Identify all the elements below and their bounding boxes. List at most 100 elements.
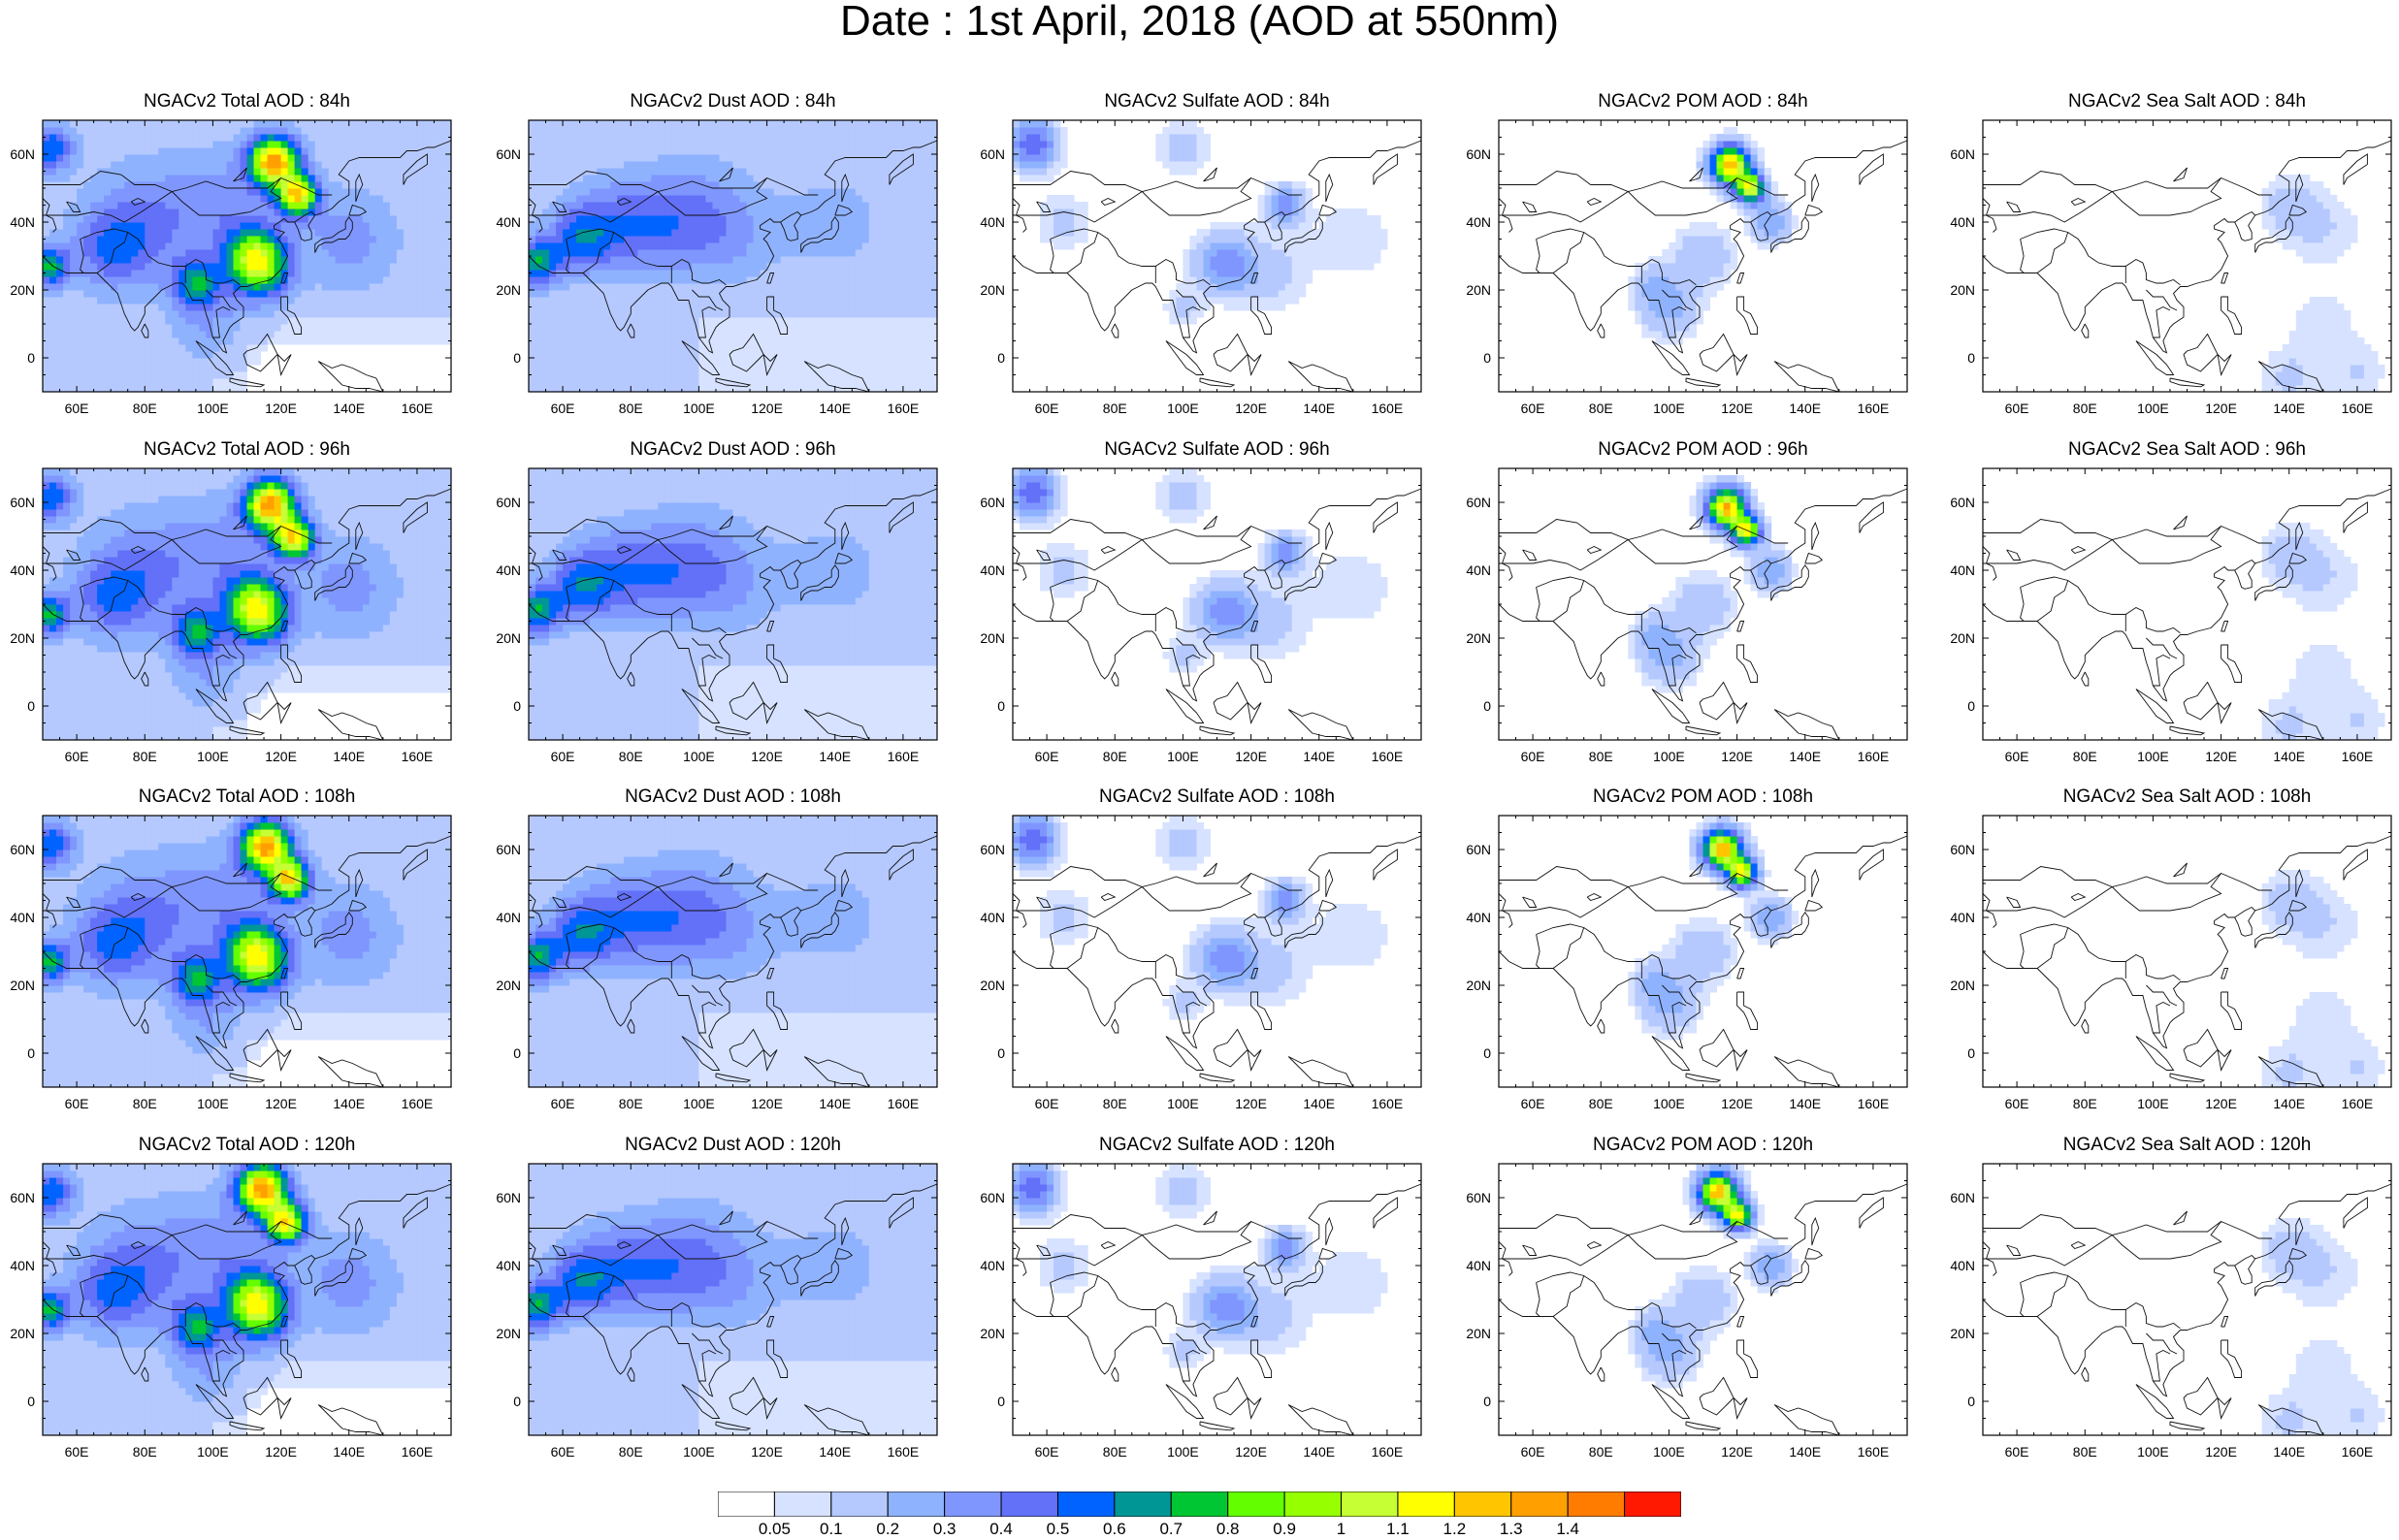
lon-tick-label: 140E (819, 749, 851, 764)
lon-tick-label: 100E (683, 1096, 715, 1111)
panel-title: NGACv2 Sea Salt AOD : 108h (2042, 786, 2333, 808)
map-plot: 60E 80E 100E 120E 140E 160E 0 20N 40N 60N (10, 1163, 452, 1460)
lat-tick-label: 60N (496, 495, 521, 510)
lat-tick-label: 20N (980, 978, 1005, 993)
colorbar-label: 0.9 (1273, 1520, 1296, 1539)
aod-field (1628, 475, 1799, 693)
lon-tick-label: 80E (133, 749, 157, 764)
lon-tick-label: 120E (1235, 1096, 1267, 1111)
lon-tick-label: 80E (619, 749, 643, 764)
lat-tick-label: 40N (1466, 910, 1491, 925)
coastlines (528, 488, 938, 741)
colorbar-swatch (1453, 1492, 1512, 1517)
axis-ticks (1498, 467, 1908, 741)
axis-ticks (1012, 119, 1422, 393)
lon-tick-label: 60E (2005, 1444, 2029, 1460)
lon-tick-label: 60E (1521, 1096, 1545, 1111)
aod-field (1628, 1164, 1799, 1389)
map-panel-sulfate-108h: 60E 80E 100E 120E 140E 160E 0 20N 40N 60N (980, 815, 1422, 1111)
lon-tick-label: 100E (683, 401, 715, 416)
coastlines (42, 140, 452, 393)
lon-tick-label: 120E (1235, 749, 1267, 764)
lat-tick-label: 60N (1950, 146, 1975, 162)
map-plot: 60E 80E 100E 120E 140E 160E 0 20N 40N 60N (980, 467, 1422, 764)
lon-tick-label: 160E (2342, 749, 2374, 764)
lat-tick-label: 0 (997, 1045, 1005, 1061)
lon-tick-label: 160E (1372, 1096, 1404, 1111)
map-panel-dust-108h: 60E 80E 100E 120E 140E 160E 0 20N 40N 60N (496, 815, 938, 1111)
lon-tick-label: 80E (2073, 1444, 2097, 1460)
panel-title: NGACv2 Sulfate AOD : 108h (1072, 786, 1363, 808)
lat-tick-label: 40N (10, 1258, 35, 1273)
lon-tick-label: 140E (1789, 401, 1821, 416)
lat-tick-label: 20N (10, 978, 35, 993)
colorbar-swatch (830, 1492, 889, 1517)
axis-ticks (1982, 467, 2392, 741)
lon-tick-label: 80E (1589, 749, 1613, 764)
lon-tick-label: 120E (751, 401, 783, 416)
colorbar-label: 0.3 (933, 1520, 956, 1539)
lon-tick-label: 120E (265, 1096, 297, 1111)
lat-tick-label: 20N (1466, 978, 1491, 993)
lon-tick-label: 140E (2273, 749, 2305, 764)
colorbar-swatch (773, 1492, 832, 1517)
lon-tick-label: 160E (1372, 1444, 1404, 1460)
lon-tick-label: 80E (1589, 401, 1613, 416)
map-plot: 60E 80E 100E 120E 140E 160E 0 20N 40N 60N (1950, 815, 2392, 1111)
lon-tick-label: 80E (133, 401, 157, 416)
lon-tick-label: 140E (819, 401, 851, 416)
lon-tick-label: 100E (1653, 749, 1685, 764)
coastlines (1982, 488, 2392, 741)
lon-tick-label: 80E (133, 1444, 157, 1460)
lon-tick-label: 140E (1789, 1096, 1821, 1111)
lat-tick-label: 60N (1466, 842, 1491, 857)
lon-tick-label: 140E (2273, 1444, 2305, 1460)
lat-tick-label: 0 (1967, 1045, 1975, 1061)
aod-field (529, 468, 938, 741)
colorbar-label: 1.3 (1500, 1520, 1523, 1539)
lat-tick-label: 60N (496, 146, 521, 162)
lat-tick-label: 0 (27, 1394, 35, 1409)
lon-tick-label: 120E (265, 749, 297, 764)
lat-tick-label: 40N (496, 214, 521, 230)
lon-tick-label: 100E (2137, 1096, 2169, 1111)
lon-tick-label: 140E (1303, 401, 1335, 416)
lat-tick-label: 40N (1950, 910, 1975, 925)
panel-title: NGACv2 Dust AOD : 120h (588, 1135, 879, 1156)
map-panel-total-96h: 60E 80E 100E 120E 140E 160E 0 20N 40N 60N (10, 467, 452, 764)
colorbar-label: 0.8 (1216, 1520, 1240, 1539)
lon-tick-label: 140E (819, 1444, 851, 1460)
aod-field (1013, 468, 1388, 673)
lat-tick-label: 0 (1967, 350, 1975, 366)
map-panel-seasalt-84h: 60E 80E 100E 120E 140E 160E 0 20N 40N 60N (1950, 119, 2392, 416)
lat-tick-label: 20N (1950, 1326, 1975, 1341)
lat-tick-label: 0 (27, 1045, 35, 1061)
lon-tick-label: 120E (751, 749, 783, 764)
lon-tick-label: 160E (2342, 401, 2374, 416)
lon-tick-label: 80E (2073, 1096, 2097, 1111)
map-panel-total-120h: 60E 80E 100E 120E 140E 160E 0 20N 40N 60N (10, 1163, 452, 1460)
lon-tick-label: 80E (1589, 1444, 1613, 1460)
lon-tick-label: 120E (2205, 1096, 2237, 1111)
lat-tick-label: 60N (496, 1190, 521, 1205)
lon-tick-label: 140E (1303, 1096, 1335, 1111)
lat-tick-label: 20N (10, 1326, 35, 1341)
lon-tick-label: 140E (2273, 1096, 2305, 1111)
map-plot: 60E 80E 100E 120E 140E 160E 0 20N 40N 60N (10, 119, 452, 416)
aod-field (43, 816, 452, 1088)
axis-ticks (1982, 1163, 2392, 1436)
lon-tick-label: 140E (333, 749, 365, 764)
axis-ticks (42, 119, 452, 393)
lat-tick-label: 20N (1466, 1326, 1491, 1341)
coastlines (42, 1183, 452, 1436)
lat-tick-label: 20N (10, 282, 35, 298)
lon-tick-label: 160E (888, 749, 920, 764)
coastlines (1982, 1183, 2392, 1436)
lon-tick-label: 100E (2137, 1444, 2169, 1460)
axis-ticks (1982, 119, 2392, 393)
map-panel-seasalt-120h: 60E 80E 100E 120E 140E 160E 0 20N 40N 60N (1950, 1163, 2392, 1460)
lon-tick-label: 60E (65, 401, 89, 416)
lon-tick-label: 160E (1858, 401, 1890, 416)
lat-tick-label: 0 (1967, 1394, 1975, 1409)
lon-tick-label: 60E (1035, 749, 1059, 764)
